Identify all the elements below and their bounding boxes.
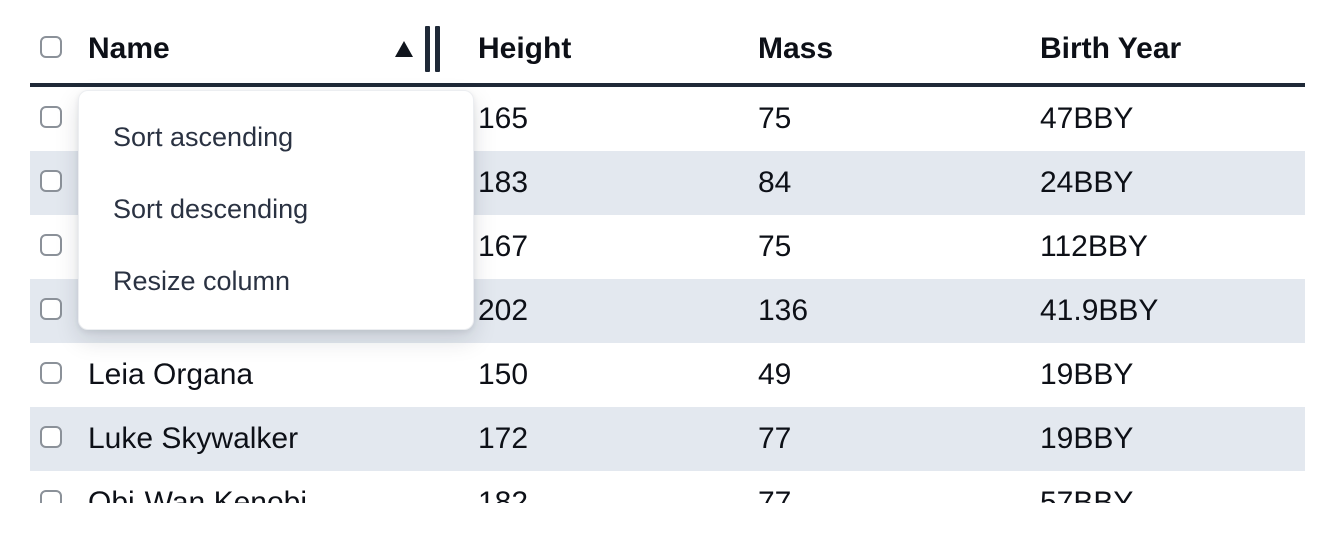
name-cell: Leia Organa	[78, 358, 462, 392]
menu-item-label: Sort descending	[113, 193, 309, 224]
mass-value: 136	[758, 294, 809, 327]
birth-year-value: 24BBY	[1040, 166, 1134, 199]
menu-item-label: Sort ascending	[113, 121, 294, 152]
row-select-cell	[30, 294, 78, 328]
height-cell: 167	[462, 230, 742, 264]
row-select-cell	[30, 166, 78, 200]
height-value: 172	[478, 422, 529, 455]
height-value: 150	[478, 358, 529, 391]
birth-year-cell: 19BBY	[1024, 358, 1305, 392]
mass-value: 49	[758, 358, 792, 391]
row-checkbox[interactable]	[40, 490, 62, 503]
mass-cell: 49	[742, 358, 1024, 392]
header-cell-birth-year[interactable]: Birth Year	[1024, 32, 1305, 66]
data-table: Name Height Mass Birth Year 165 75 47BB	[30, 0, 1305, 503]
table-row: Leia Organa 150 49 19BBY	[30, 343, 1305, 407]
table-header-row: Name Height Mass Birth Year	[30, 0, 1305, 87]
column-context-menu: Sort ascending Sort descending Resize co…	[78, 90, 474, 330]
header-label-height: Height	[478, 32, 572, 65]
birth-year-value: 19BBY	[1040, 358, 1134, 391]
birth-year-cell: 19BBY	[1024, 422, 1305, 456]
row-checkbox[interactable]	[40, 170, 62, 192]
header-cell-height[interactable]: Height	[462, 32, 742, 66]
row-checkbox[interactable]	[40, 426, 62, 448]
menu-item-sort-ascending[interactable]: Sort ascending	[79, 101, 473, 173]
header-label-name: Name	[88, 32, 170, 65]
mass-cell: 77	[742, 422, 1024, 456]
table-row: 167 75 112BBY	[30, 215, 1305, 279]
birth-year-value: 57BBY	[1040, 486, 1134, 503]
name-cell: Luke Skywalker	[78, 422, 462, 456]
row-select-cell	[30, 102, 78, 136]
table-row: Obi-Wan Kenobi 182 77 57BBY	[30, 471, 1305, 503]
mass-cell: 75	[742, 230, 1024, 264]
column-resize-handle[interactable]	[425, 26, 440, 72]
header-cell-name[interactable]: Name	[78, 26, 462, 72]
height-cell: 182	[462, 486, 742, 503]
mass-cell: 84	[742, 166, 1024, 200]
menu-item-resize-column[interactable]: Resize column	[79, 245, 473, 317]
height-cell: 172	[462, 422, 742, 456]
header-cell-mass[interactable]: Mass	[742, 32, 1024, 66]
birth-year-value: 112BBY	[1040, 230, 1148, 263]
menu-item-sort-descending[interactable]: Sort descending	[79, 173, 473, 245]
row-select-cell	[30, 422, 78, 456]
menu-item-label: Resize column	[113, 265, 291, 296]
height-value: 183	[478, 166, 529, 199]
birth-year-value: 19BBY	[1040, 422, 1134, 455]
row-checkbox[interactable]	[40, 106, 62, 128]
header-label-mass: Mass	[758, 32, 834, 65]
birth-year-value: 47BBY	[1040, 102, 1134, 135]
row-checkbox[interactable]	[40, 362, 62, 384]
height-cell: 165	[462, 102, 742, 136]
name-cell: Obi-Wan Kenobi	[78, 486, 462, 503]
mass-value: 75	[758, 230, 792, 263]
mass-cell: 136	[742, 294, 1024, 328]
row-select-cell	[30, 486, 78, 503]
mass-cell: 77	[742, 486, 1024, 503]
row-select-cell	[30, 230, 78, 264]
height-cell: 183	[462, 166, 742, 200]
height-value: 167	[478, 230, 529, 263]
height-value: 165	[478, 102, 529, 135]
sort-ascending-indicator-icon	[395, 41, 413, 57]
mass-value: 77	[758, 486, 792, 503]
height-cell: 202	[462, 294, 742, 328]
row-select-cell	[30, 358, 78, 392]
table-row: 165 75 47BBY	[30, 87, 1305, 151]
select-all-checkbox[interactable]	[40, 36, 62, 58]
birth-year-cell: 24BBY	[1024, 166, 1305, 200]
birth-year-cell: 57BBY	[1024, 486, 1305, 503]
row-checkbox[interactable]	[40, 298, 62, 320]
height-value: 202	[478, 294, 529, 327]
mass-value: 77	[758, 422, 792, 455]
name-value: Leia Organa	[88, 358, 254, 391]
mass-value: 84	[758, 166, 792, 199]
mass-value: 75	[758, 102, 792, 135]
birth-year-value: 41.9BBY	[1040, 294, 1159, 327]
table-row: Luke Skywalker 172 77 19BBY	[30, 407, 1305, 471]
name-value: Obi-Wan Kenobi	[88, 486, 307, 503]
birth-year-cell: 47BBY	[1024, 102, 1305, 136]
birth-year-cell: 112BBY	[1024, 230, 1305, 264]
height-cell: 150	[462, 358, 742, 392]
select-all-cell	[30, 32, 78, 66]
height-value: 182	[478, 486, 529, 503]
mass-cell: 75	[742, 102, 1024, 136]
birth-year-cell: 41.9BBY	[1024, 294, 1305, 328]
name-value: Luke Skywalker	[88, 422, 299, 455]
row-checkbox[interactable]	[40, 234, 62, 256]
header-label-birth-year: Birth Year	[1040, 32, 1182, 65]
